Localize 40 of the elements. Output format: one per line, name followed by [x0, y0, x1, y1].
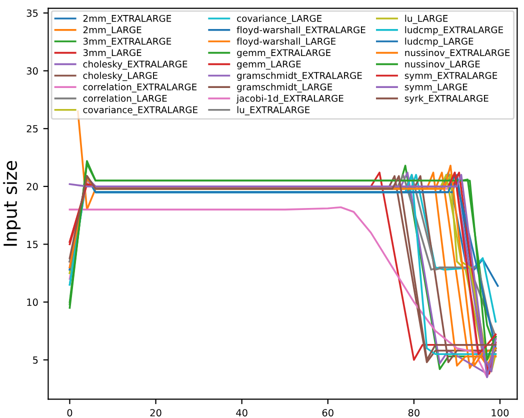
legend-label: floyd-warshall_EXTRALARGE — [236, 26, 366, 36]
legend-label: cholesky_EXTRALARGE — [83, 60, 188, 70]
legend-label: nussinov_EXTRALARGE — [405, 49, 510, 58]
legend-label: symm_LARGE — [404, 83, 468, 92]
legend-label: symm_EXTRALARGE — [404, 72, 498, 81]
legend-label: nussinov_LARGE — [405, 60, 480, 70]
legend-label: ludcmp_EXTRALARGE — [405, 26, 503, 36]
legend-label: floyd-warshall_LARGE — [236, 38, 336, 47]
legend-label: gemm_EXTRALARGE — [237, 49, 331, 58]
y-axis-title: Input size — [3, 160, 21, 246]
legend-label: gramschmidt_EXTRALARGE — [237, 72, 362, 81]
x-tick-label: 40 — [236, 409, 248, 416]
legend-label: syrk_EXTRALARGE — [404, 94, 488, 104]
legend-label: jacobi-1d_EXTRALARGE — [236, 94, 344, 104]
legend-label: lu_EXTRALARGE — [237, 106, 310, 116]
y-tick-label: 35 — [26, 9, 38, 17]
legend-label: covariance_LARGE — [237, 14, 322, 24]
y-tick-label: 30 — [26, 67, 38, 75]
legend-label: 3mm_EXTRALARGE — [83, 38, 172, 47]
y-tick-label: 20 — [26, 182, 38, 190]
x-tick-label: 80 — [408, 409, 420, 416]
legend-label: gemm_LARGE — [237, 60, 301, 70]
y-tick-label: 25 — [26, 125, 38, 132]
legend-label: correlation_EXTRALARGE — [83, 83, 197, 92]
legend-label: lu_LARGE — [405, 14, 448, 24]
x-tick-label: 20 — [150, 409, 162, 416]
legend-label: cholesky_LARGE — [83, 72, 158, 81]
y-tick-label: 5 — [33, 356, 38, 364]
x-tick-label: 60 — [322, 409, 334, 416]
legend-label: correlation_LARGE — [83, 94, 167, 104]
y-tick-label: 15 — [27, 240, 38, 248]
y-tick-label: 10 — [27, 298, 38, 306]
legend-label: ludcmp_LARGE — [405, 38, 474, 47]
legend-label: gramschmidt_LARGE — [237, 83, 332, 92]
x-tick-label: 100 — [492, 409, 509, 416]
x-tick-label: 0 — [67, 409, 72, 416]
legend-label: 2mm_LARGE — [83, 26, 142, 36]
legend-label: 2mm_EXTRALARGE — [83, 14, 172, 24]
legend-label: 3mm_LARGE — [83, 49, 142, 58]
legend-label: covariance_EXTRALARGE — [83, 106, 198, 116]
